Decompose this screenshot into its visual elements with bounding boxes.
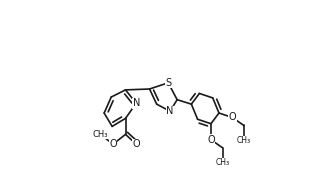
- Text: O: O: [228, 112, 236, 122]
- Text: S: S: [165, 78, 171, 88]
- Text: O: O: [109, 139, 117, 149]
- Text: O: O: [207, 135, 215, 145]
- Text: N: N: [133, 98, 140, 108]
- Text: CH₃: CH₃: [215, 158, 230, 167]
- Text: CH₃: CH₃: [93, 130, 108, 139]
- Text: CH₃: CH₃: [237, 136, 251, 145]
- Text: N: N: [166, 106, 174, 116]
- Text: O: O: [133, 139, 140, 149]
